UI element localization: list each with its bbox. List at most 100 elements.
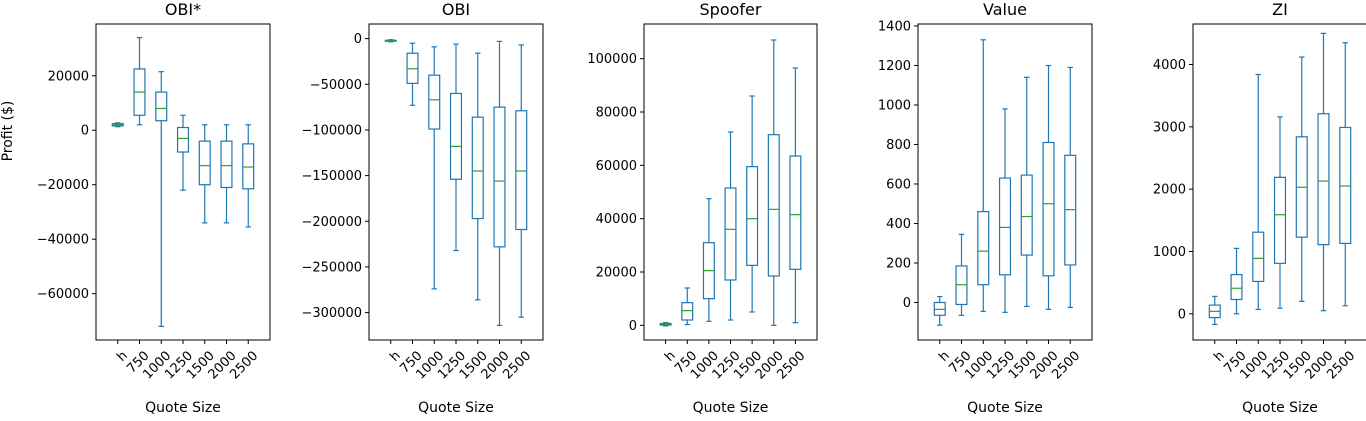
iqr-box xyxy=(471,116,484,220)
box-750 xyxy=(1230,247,1243,315)
iqr-box xyxy=(998,177,1012,276)
box-2000 xyxy=(220,124,233,224)
iqr-box xyxy=(767,134,780,277)
box-h xyxy=(659,322,672,327)
iqr-box xyxy=(1252,231,1265,283)
iqr-box xyxy=(1020,174,1033,256)
y-tick-label: 1200 xyxy=(878,59,911,74)
box-h xyxy=(933,295,946,326)
subplot-title: Spoofer xyxy=(700,0,762,19)
y-tick-label: −60000 xyxy=(37,287,89,302)
iqr-box xyxy=(681,302,694,321)
y-axis-label: Profit ($) xyxy=(0,101,16,162)
y-tick-label: −20000 xyxy=(37,178,89,193)
x-axis-label: Quote Size xyxy=(1242,400,1318,416)
x-axis-label: Quote Size xyxy=(693,400,769,416)
y-tick-label: 0 xyxy=(1178,307,1186,322)
box-1250 xyxy=(449,43,463,252)
box-750 xyxy=(681,287,694,326)
box-1500 xyxy=(1020,76,1033,308)
box-2500 xyxy=(789,67,802,324)
box-1500 xyxy=(471,52,484,301)
x-axis-label: Quote Size xyxy=(967,400,1043,416)
iqr-box xyxy=(220,140,233,189)
y-tick-label: 400 xyxy=(886,217,911,232)
y-tick-label: 100000 xyxy=(587,52,637,67)
iqr-box xyxy=(1339,126,1352,244)
subplot-2: OBI −300000 −250000 −200000 −150000 −100000 −5… xyxy=(301,0,544,416)
box-h xyxy=(1208,295,1221,326)
iqr-box xyxy=(977,211,990,286)
box-1500 xyxy=(198,124,211,224)
iqr-box xyxy=(176,126,190,153)
iqr-box xyxy=(1230,273,1243,301)
subplot-4: Value0200400600800100012001400h750100012… xyxy=(878,0,1093,416)
box-1250 xyxy=(724,131,737,321)
y-tick-label: 1000 xyxy=(1153,245,1186,260)
box-2500 xyxy=(242,124,255,228)
box-1250 xyxy=(998,108,1012,313)
y-tick-label: 800 xyxy=(886,138,911,153)
box-2500 xyxy=(515,44,528,318)
iqr-box xyxy=(789,155,802,270)
iqr-box xyxy=(428,74,441,130)
y-tick-label: −300000 xyxy=(301,306,362,321)
box-750 xyxy=(955,233,968,316)
y-tick-label: 200 xyxy=(886,256,911,271)
y-tick-label: 80000 xyxy=(596,106,637,121)
y-tick-label: 1400 xyxy=(878,19,911,34)
x-axis-label: Quote Size xyxy=(418,400,494,416)
subplot-5: ZI01000200030004000h75010001250150020002… xyxy=(1153,0,1366,416)
y-tick-label: 4000 xyxy=(1153,58,1186,73)
box-1000 xyxy=(977,39,990,312)
subplot-3: Spoofer020000400006000080000100000h75010… xyxy=(587,0,818,416)
box-750 xyxy=(406,42,419,106)
y-tick-label: 1000 xyxy=(878,98,911,113)
box-1000 xyxy=(428,46,441,290)
iqr-box xyxy=(449,92,463,180)
x-axis-label: Quote Size xyxy=(145,400,221,416)
iqr-box xyxy=(515,110,528,231)
box-2000 xyxy=(767,39,780,326)
y-tick-label: 0 xyxy=(903,296,911,311)
iqr-box xyxy=(1042,141,1055,277)
box-1500 xyxy=(746,95,759,313)
y-tick-label: −50000 xyxy=(310,78,362,93)
box-1000 xyxy=(1252,73,1265,311)
box-1500 xyxy=(1295,56,1308,302)
iqr-box xyxy=(724,187,737,281)
box-1000 xyxy=(702,198,715,322)
box-h xyxy=(384,39,397,43)
box-2000 xyxy=(1317,32,1330,312)
box-1250 xyxy=(1273,116,1287,309)
box-2500 xyxy=(1064,66,1077,309)
y-tick-label: −150000 xyxy=(301,169,362,184)
box-1000 xyxy=(155,71,168,327)
y-tick-label: 40000 xyxy=(596,212,637,227)
box-1250 xyxy=(176,114,190,191)
box-2500 xyxy=(1339,42,1352,307)
y-tick-label: 0 xyxy=(354,32,362,47)
y-tick-label: −40000 xyxy=(37,233,89,248)
subplot-title: ZI xyxy=(1272,0,1288,19)
subplot-title: OBI xyxy=(442,0,470,19)
iqr-box xyxy=(155,91,168,122)
box-2000 xyxy=(1042,64,1055,310)
y-tick-label: 0 xyxy=(81,124,89,139)
subplot-1: OBI*−60000−40000−20000020000h75010001250… xyxy=(37,0,271,416)
box-750 xyxy=(133,37,146,126)
y-tick-label: 60000 xyxy=(596,159,637,174)
y-tick-label: 0 xyxy=(629,319,637,334)
box-2000 xyxy=(493,40,506,326)
iqr-box xyxy=(1273,176,1287,264)
iqr-box xyxy=(198,140,211,186)
subplot-title: OBI* xyxy=(165,0,201,19)
y-tick-label: 20000 xyxy=(48,69,89,84)
subplot-title: Value xyxy=(983,0,1027,19)
iqr-box xyxy=(493,106,506,248)
y-tick-label: −250000 xyxy=(301,260,362,275)
y-tick-label: 2000 xyxy=(1153,183,1186,198)
iqr-box xyxy=(242,143,255,190)
y-tick-label: −100000 xyxy=(301,123,362,138)
